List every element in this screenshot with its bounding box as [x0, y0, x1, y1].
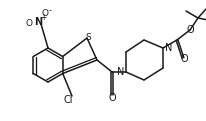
Text: N: N — [165, 43, 172, 53]
Text: O: O — [186, 25, 194, 35]
Text: O: O — [41, 10, 48, 19]
Text: -: - — [48, 7, 52, 15]
Text: Cl: Cl — [63, 95, 73, 105]
Text: N: N — [34, 17, 42, 27]
Text: S: S — [85, 33, 91, 42]
Text: +: + — [40, 14, 46, 23]
Text: N: N — [117, 67, 124, 77]
Text: O: O — [26, 19, 33, 27]
Text: O: O — [180, 54, 188, 64]
Text: O: O — [108, 93, 116, 103]
